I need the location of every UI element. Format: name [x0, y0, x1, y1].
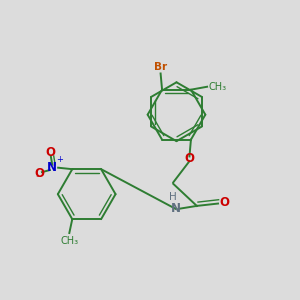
Text: O: O	[34, 167, 44, 179]
Text: H: H	[169, 192, 177, 203]
Text: ⁻: ⁻	[35, 174, 40, 184]
Text: O: O	[220, 196, 230, 209]
Text: O: O	[184, 152, 194, 165]
Text: +: +	[56, 155, 63, 164]
Text: Br: Br	[154, 62, 167, 72]
Text: CH₃: CH₃	[208, 82, 226, 92]
Text: N: N	[47, 161, 57, 174]
Text: N: N	[171, 202, 181, 215]
Text: CH₃: CH₃	[60, 236, 78, 246]
Text: O: O	[46, 146, 56, 159]
